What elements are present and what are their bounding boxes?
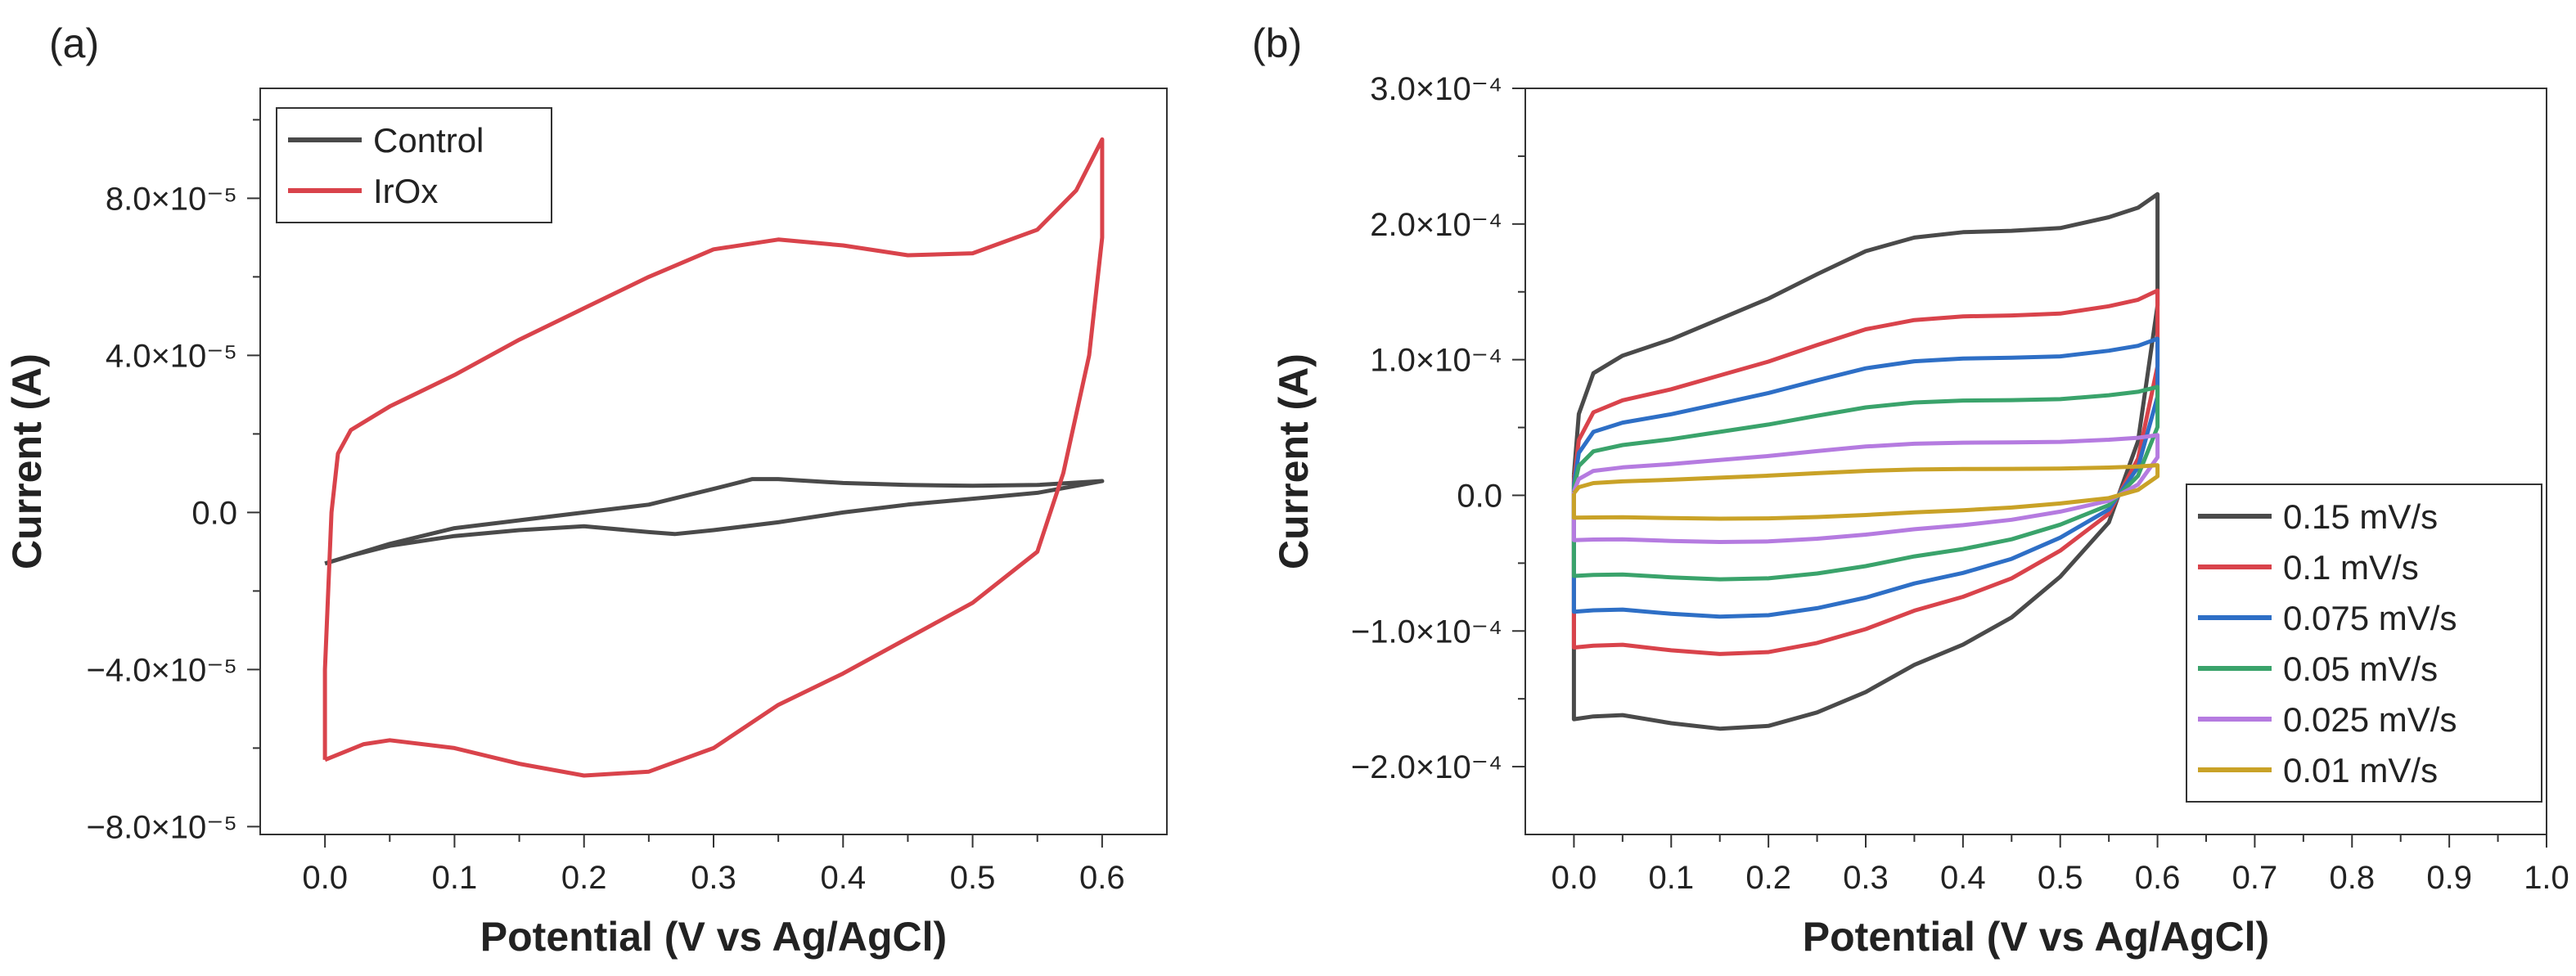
panel-b-series-1 xyxy=(1571,288,2160,656)
panel-a-x-tick-label: 0.3 xyxy=(691,860,736,896)
panel-a-y-tick-label: 4.0×10⁻⁵ xyxy=(106,338,237,374)
panel-a-x-tick-label: 0.1 xyxy=(432,860,478,896)
panel-b-y-tick-label: 2.0×10⁻⁴ xyxy=(1370,207,1502,243)
panel-a-x-tick-label: 0.5 xyxy=(950,860,996,896)
panel-b-x-tick-label: 1.0 xyxy=(2524,860,2569,896)
panel-b-x-tick-label: 0.7 xyxy=(2232,860,2278,896)
panel-b-legend-label: 0.15 mV/s xyxy=(2283,497,2438,536)
panel-b-legend-frame xyxy=(2186,484,2542,803)
panel-a-y-tick-label: −4.0×10⁻⁵ xyxy=(86,652,237,688)
panel-b-label: (b) xyxy=(1252,20,1302,66)
panel-b-x-axis-title: Potential (V vs Ag/AgCl) xyxy=(1803,914,2269,960)
panel-b-y-axis-title: Current (A) xyxy=(1271,353,1317,569)
panel-b-series-0 xyxy=(1571,191,2160,731)
panel-b-x-tick-label: 0.8 xyxy=(2329,860,2375,896)
panel-a-legend-label: Control xyxy=(373,121,484,160)
panel-a-label: (a) xyxy=(49,20,99,66)
panel-a-y-axis-title: Current (A) xyxy=(4,353,50,569)
panel-a-x-tick-label: 0.0 xyxy=(302,860,348,896)
panel-a-x-tick-label: 0.6 xyxy=(1079,860,1125,896)
panel-b-x-tick-label: 0.3 xyxy=(1843,860,1889,896)
panel-b-y-tick-label: 1.0×10⁻⁴ xyxy=(1370,343,1502,379)
panel-a-series-control xyxy=(324,477,1105,566)
panel-b-series-3 xyxy=(1571,385,2160,582)
panel-b-y-tick-label: −2.0×10⁻⁴ xyxy=(1351,749,1502,785)
panel-b-legend-label: 0.05 mV/s xyxy=(2283,650,2438,688)
panel-a-legend: Control IrOx xyxy=(276,107,552,223)
panel-a-legend-frame xyxy=(276,107,552,223)
panel-a-x-axis-title: Potential (V vs Ag/AgCl) xyxy=(480,914,947,960)
panel-b-legend-label: 0.025 mV/s xyxy=(2283,700,2457,739)
panel-b-legend-label: 0.075 mV/s xyxy=(2283,599,2457,637)
panel-b-y-tick-label: 3.0×10⁻⁴ xyxy=(1370,71,1502,107)
panel-a-series-irox xyxy=(322,137,1105,778)
panel-b-series-2 xyxy=(1571,336,2160,619)
panel-b-x-tick-label: 0.9 xyxy=(2426,860,2472,896)
panel-a-y-tick-label: 0.0 xyxy=(191,495,237,531)
panel-b-x-tick-label: 0.6 xyxy=(2135,860,2181,896)
panel-a-x-tick-label: 0.2 xyxy=(561,860,607,896)
panel-b-y-tick-label: 0.0 xyxy=(1457,478,1502,514)
panel-b-y-tick-label: −1.0×10⁻⁴ xyxy=(1351,614,1502,650)
panel-a-legend-label: IrOx xyxy=(373,172,438,210)
panel-b-legend-label: 0.01 mV/s xyxy=(2283,751,2438,789)
panel-a-x-tick-label: 0.4 xyxy=(820,860,866,896)
panel-b-plot-frame xyxy=(1524,88,2547,835)
panel-a-y-tick-label: −8.0×10⁻⁵ xyxy=(86,809,237,845)
panel-b: (b) 0.0 0.1 0.2 0.3 0.4 0.5 0.6 0.7 0.8 0.9 1.0 −2.… xyxy=(1252,20,2569,960)
panel-b-x-tick-label: 0.0 xyxy=(1551,860,1597,896)
panel-b-x-tick-label: 0.1 xyxy=(1648,860,1694,896)
panel-b-series-4 xyxy=(1571,433,2160,544)
panel-b-x-tick-label: 0.5 xyxy=(2038,860,2083,896)
panel-a: (a) 0.0 0.1 0.2 0.3 0.4 0.5 0.6 −8.0×10⁻⁵ −4.0×1… xyxy=(4,20,1168,960)
panel-a-y-tick-label: 8.0×10⁻⁵ xyxy=(106,181,237,217)
panel-b-legend-label: 0.1 mV/s xyxy=(2283,548,2419,587)
panel-b-legend: 0.15 mV/s 0.1 mV/s 0.075 mV/s 0.05 mV/s 0.02… xyxy=(2186,484,2542,803)
panel-b-x-tick-label: 0.4 xyxy=(1940,860,1986,896)
panel-b-x-tick-label: 0.2 xyxy=(1745,860,1791,896)
panel-b-series-5 xyxy=(1571,463,2160,521)
